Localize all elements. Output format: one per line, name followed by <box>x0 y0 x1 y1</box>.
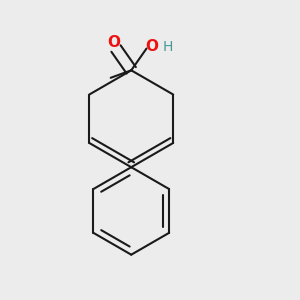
Text: O: O <box>146 39 159 54</box>
Text: H: H <box>163 40 173 54</box>
Text: O: O <box>107 35 120 50</box>
